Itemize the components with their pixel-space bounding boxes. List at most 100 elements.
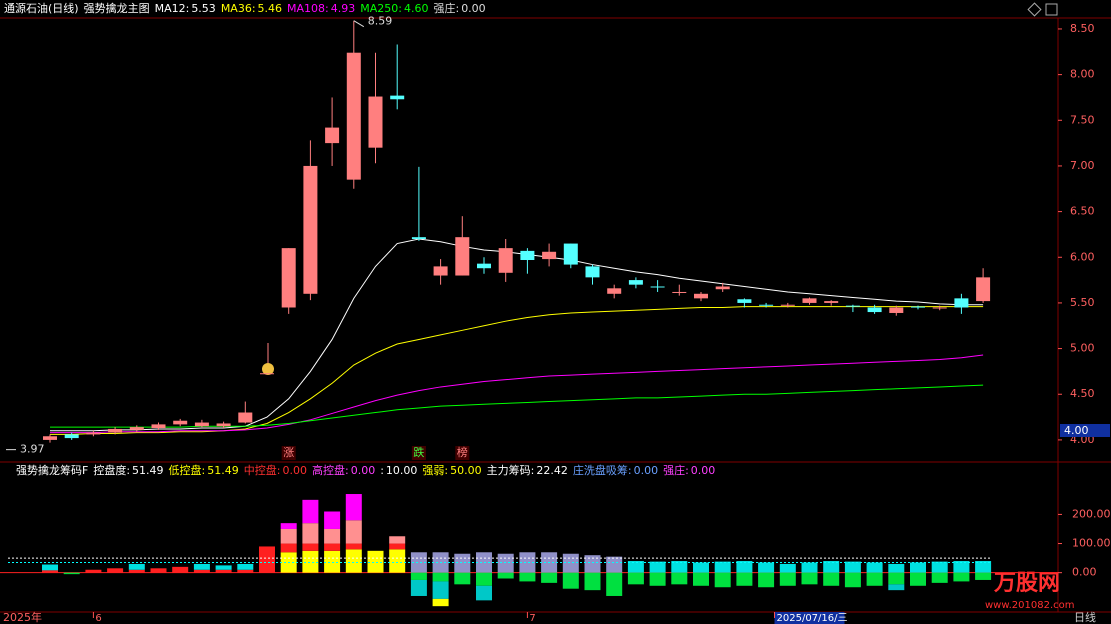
period-label: 日线 xyxy=(1074,610,1096,624)
indicator-bar xyxy=(584,555,601,573)
candle-body xyxy=(563,243,578,265)
candle-body xyxy=(303,165,318,294)
candle-body xyxy=(542,251,557,260)
indicator-bar xyxy=(454,553,471,573)
indicator-bar xyxy=(758,562,775,573)
low-label: 3.97 xyxy=(20,443,45,456)
readout-value: 51.49 xyxy=(132,464,164,477)
indicator-bar xyxy=(844,572,861,588)
candle-body xyxy=(932,307,947,309)
indicator-bar xyxy=(714,572,731,588)
indicator-bar xyxy=(562,572,579,589)
signal-label: 跌 xyxy=(413,445,424,459)
candle-body xyxy=(889,307,904,313)
candle-body xyxy=(173,420,188,425)
indicator-bar xyxy=(953,561,970,573)
candle-body xyxy=(737,299,752,303)
candle-body xyxy=(368,96,383,148)
x-tick-label: 6 xyxy=(95,613,101,624)
y-tick-label: 5.50 xyxy=(1070,296,1095,309)
readout-label: 中控盘: xyxy=(244,463,281,477)
indicator-bar xyxy=(367,550,384,573)
indicator-bar xyxy=(302,543,319,551)
indicator-bar xyxy=(975,572,992,580)
indicator-bar xyxy=(910,572,926,586)
indicator-bar xyxy=(779,563,796,573)
indicator-bar xyxy=(606,556,623,573)
readout-label: 主力筹码: xyxy=(487,463,535,477)
indicator-bar xyxy=(215,569,232,573)
candle-body xyxy=(411,237,426,239)
indicator-bar xyxy=(975,561,992,573)
indicator-bar xyxy=(237,563,254,570)
indicator-bar xyxy=(779,572,796,586)
candle-body xyxy=(672,291,687,293)
indicator-bar xyxy=(519,552,536,573)
readout-label: 低控盘: xyxy=(169,463,206,477)
y-tick-label: 7.00 xyxy=(1070,159,1095,172)
diamond-icon[interactable] xyxy=(1027,2,1042,17)
indicator-bar xyxy=(410,572,427,580)
indicator-bar xyxy=(172,566,189,573)
indicator-bar xyxy=(888,572,905,585)
indicator-bar xyxy=(215,565,232,570)
candle-body xyxy=(759,304,774,306)
readout-label: 庄洗盘吸筹: xyxy=(573,463,632,477)
indicator-bar xyxy=(844,561,861,573)
indicator-bar xyxy=(627,572,644,585)
readout-value: 50.00 xyxy=(450,464,482,477)
indicator-bar xyxy=(562,553,579,573)
indicator-bar xyxy=(324,528,341,544)
candle-body xyxy=(780,304,795,306)
indicator-bar xyxy=(302,499,319,524)
candle-body xyxy=(455,237,470,276)
readout-value: 22.42 xyxy=(536,464,568,477)
candle-body xyxy=(325,127,340,144)
indicator-bar xyxy=(410,579,427,596)
indicator-bar xyxy=(280,528,297,544)
ma-line xyxy=(50,238,984,432)
indicator-bar xyxy=(259,546,275,573)
indicator-bar xyxy=(454,572,471,585)
indicator-bar xyxy=(671,561,688,573)
indicator-bar xyxy=(627,561,644,573)
indicator-bar xyxy=(193,563,210,570)
coin-icon xyxy=(262,363,274,375)
x-tick-label: 7 xyxy=(529,613,535,624)
indicator-bar xyxy=(497,553,514,573)
readout-label: : xyxy=(380,464,384,477)
indicator-bar xyxy=(193,569,210,573)
indicator-bar xyxy=(823,572,840,586)
candle-body xyxy=(520,250,535,261)
signal-label: 涨 xyxy=(283,446,294,459)
indicator-bar xyxy=(953,572,970,582)
y-tick-label: 8.50 xyxy=(1070,22,1095,35)
indicator-bar xyxy=(345,494,362,521)
readout-label: MA12: xyxy=(155,2,190,15)
readout-value: 5.53 xyxy=(191,2,216,15)
high-label: 8.59 xyxy=(368,15,393,28)
indicator-bar xyxy=(280,543,297,553)
signal-label: 榜 xyxy=(457,445,468,459)
readout-value: 4.93 xyxy=(331,2,356,15)
candle-body xyxy=(954,298,969,308)
candle-body xyxy=(108,428,123,433)
ma-line xyxy=(50,354,984,434)
readout-label: 强庄: xyxy=(433,1,459,15)
indicator-bar xyxy=(476,572,492,586)
close-icon[interactable] xyxy=(1045,3,1058,16)
candle-body xyxy=(477,263,491,269)
indicator-bar xyxy=(693,572,709,586)
indicator-bar xyxy=(714,561,731,573)
ma-line xyxy=(50,306,984,435)
indicator-bar xyxy=(541,572,558,583)
indicator-bar xyxy=(432,581,449,599)
indicator-bar xyxy=(345,549,362,573)
y-tick-label: 200.00 xyxy=(1072,507,1111,520)
y-tick-label: 6.50 xyxy=(1070,205,1095,218)
indicator-bar xyxy=(931,561,948,573)
signal-badge xyxy=(455,446,470,460)
candle-body xyxy=(129,427,144,430)
